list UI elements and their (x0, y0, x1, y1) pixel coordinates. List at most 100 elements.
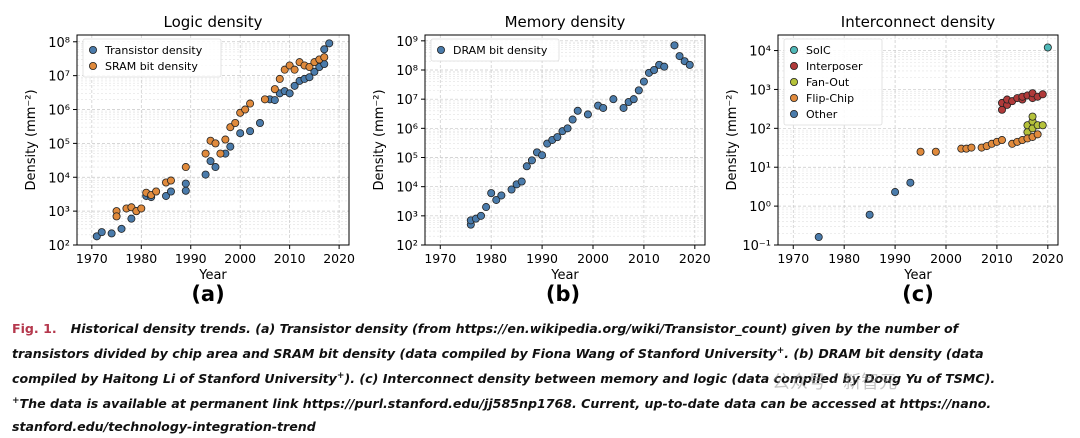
chart-2 (421, 34, 706, 249)
y-axis-label: Density (mm⁻²) (372, 89, 387, 190)
y-tick-label: 10² (396, 239, 418, 254)
legend-box (82, 38, 222, 78)
data-point (152, 187, 161, 196)
data-point (563, 124, 572, 133)
legend-marker (790, 94, 799, 103)
data-point (236, 129, 245, 138)
data-point (1028, 112, 1037, 121)
legend-marker (790, 110, 799, 119)
data-point (211, 139, 220, 148)
chart-title: Logic density (164, 13, 263, 31)
y-tick-label: 10⁷ (396, 93, 418, 108)
x-tick-label: 1990 (879, 251, 911, 266)
y-tick-label: 10⁴ (749, 45, 771, 60)
data-point (241, 105, 250, 114)
data-point (320, 45, 329, 54)
x-axis-label: Year (550, 268, 579, 283)
data-point (660, 62, 669, 71)
legend-label: SRAM bit density (105, 60, 198, 73)
plot-frame (424, 34, 706, 246)
x-tick-label: 2010 (628, 251, 660, 266)
legend-box (783, 38, 883, 126)
legend-marker (89, 46, 98, 55)
caption-text-2: transistors divided by chip area and SRA… (12, 346, 777, 362)
chart-1 (73, 34, 350, 249)
x-tick-label: 2020 (1032, 251, 1064, 266)
caption-dagger-1: + (776, 346, 785, 356)
data-point (211, 163, 220, 172)
data-point (162, 191, 171, 200)
data-point (931, 147, 940, 156)
caption-line-5: stanford.edu/technology-integration-tren… (12, 416, 1072, 438)
legend-label: Fan-Out (806, 76, 850, 89)
data-point (107, 229, 116, 238)
data-point (482, 203, 491, 212)
caption-text-1: Historical density trends. (a) Transisto… (70, 321, 959, 336)
data-point (507, 185, 516, 194)
data-point (255, 118, 264, 127)
y-tick-label: 10² (48, 239, 70, 254)
legend-label: Interposer (806, 60, 863, 73)
x-tick-label: 1990 (526, 251, 558, 266)
caption-line-1: Fig. 1. Historical density trends. (a) Tr… (12, 318, 1072, 340)
data-point (290, 65, 299, 74)
data-point (891, 188, 900, 197)
x-axis-label: Year (198, 268, 227, 283)
watermark: 公众号 · 新智元 (772, 372, 898, 393)
panel-label-a: (a) (191, 282, 225, 306)
data-point (246, 127, 255, 136)
y-tick-label: 10² (749, 122, 771, 137)
data-point (639, 77, 648, 86)
data-point (231, 118, 240, 127)
x-tick-label: 1970 (424, 251, 456, 266)
caption-line-2: transistors divided by chip area and SRA… (12, 340, 1072, 365)
data-point (998, 136, 1007, 145)
x-tick-label: 2010 (274, 251, 306, 266)
x-tick-label: 1970 (76, 251, 108, 266)
x-tick-label: 2010 (981, 251, 1013, 266)
figure-panels: 10² 10³ 10⁴ 10⁵ 10⁶ 10⁷ 10⁸ 1970 1980 1990 2000 201… (24, 13, 1064, 283)
plot-frame (76, 34, 350, 246)
data-point (619, 103, 628, 112)
data-point (573, 106, 582, 115)
data-point (492, 195, 501, 204)
data-point (260, 95, 269, 104)
y-tick-label: 10⁻¹ (742, 239, 771, 254)
data-point (201, 170, 210, 179)
data-point (181, 186, 190, 195)
panel-label-b: (b) (545, 282, 581, 306)
data-point (568, 115, 577, 124)
data-point (650, 66, 659, 75)
chart-3 (774, 34, 1059, 249)
data-point (305, 73, 314, 82)
data-point (814, 233, 823, 242)
data-point (670, 41, 679, 50)
data-point (310, 67, 319, 76)
data-point (685, 60, 694, 69)
y-tick-label: 10⁴ (396, 181, 418, 196)
y-axis-label: Density (mm⁻²) (24, 89, 39, 190)
data-point (137, 204, 146, 213)
data-point (583, 110, 592, 119)
x-tick-label: 2000 (577, 251, 609, 266)
panel-label-c: (c) (902, 282, 934, 306)
legend-label: SoIC (806, 44, 831, 57)
data-point (325, 39, 334, 48)
x-tick-label: 1980 (828, 251, 860, 266)
data-point (285, 89, 294, 98)
caption-line-3: compiled by Haitong Li of Stanford Unive… (12, 365, 1072, 390)
figure-caption: Fig. 1. Historical density trends. (a) Tr… (12, 318, 1072, 438)
data-point (216, 149, 225, 158)
legend-label: DRAM bit density (453, 44, 548, 57)
x-tick-label: 1990 (175, 251, 207, 266)
data-point (117, 224, 126, 233)
x-tick-label: 1980 (125, 251, 157, 266)
data-point (967, 143, 976, 152)
data-point (201, 149, 210, 158)
data-point (629, 95, 638, 104)
legend-label: Flip-Chip (806, 92, 854, 105)
y-tick-label: 10⁸ (396, 64, 418, 79)
data-point (916, 147, 925, 156)
legend-marker (790, 62, 799, 71)
x-tick-label: 1980 (475, 251, 507, 266)
